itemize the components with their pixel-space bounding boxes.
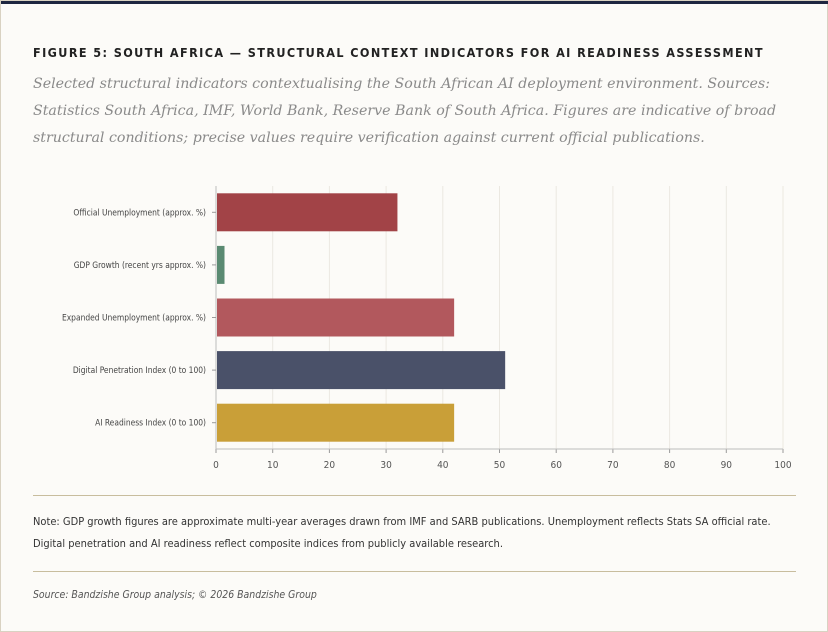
x-tick-label: 0 xyxy=(213,460,219,471)
bar xyxy=(217,298,455,337)
top-accent-bar xyxy=(1,1,828,4)
bar xyxy=(217,193,398,232)
x-tick-label: 20 xyxy=(324,460,336,471)
note-divider-top xyxy=(33,495,796,496)
x-tick-label: 90 xyxy=(721,460,733,471)
x-tick-label: 70 xyxy=(607,460,619,471)
bar xyxy=(217,351,506,390)
category-label: AI Readiness Index (0 to 100) xyxy=(95,418,206,428)
figure-subtitle: Selected structural indicators contextua… xyxy=(33,76,777,146)
x-tick-label: 10 xyxy=(267,460,279,471)
figure-title: FIGURE 5: SOUTH AFRICA — STRUCTURAL CONT… xyxy=(33,45,764,60)
bar-chart: 0 10 20 30 40 50 60 70 80 90 100 Official Unemploym… xyxy=(62,186,792,471)
figure-note: Note: GDP growth figures are approximate… xyxy=(33,515,771,550)
chart-bars xyxy=(217,193,506,442)
x-tick-label: 100 xyxy=(774,460,791,471)
category-label: Official Unemployment (approx. %) xyxy=(73,207,206,217)
chart-labels: 0 10 20 30 40 50 60 70 80 90 100 Official Unemploym… xyxy=(62,207,792,471)
note-divider-bottom xyxy=(33,571,796,572)
category-label: Digital Penetration Index (0 to 100) xyxy=(73,365,206,375)
x-tick-label: 60 xyxy=(550,460,562,471)
category-label: Expanded Unemployment (approx. %) xyxy=(62,313,206,323)
x-tick-label: 30 xyxy=(380,460,392,471)
chart-axes xyxy=(212,186,784,453)
x-tick-label: 80 xyxy=(664,460,676,471)
bar xyxy=(217,245,225,284)
x-tick-label: 40 xyxy=(437,460,449,471)
bar xyxy=(217,403,455,442)
x-tick-label: 50 xyxy=(494,460,506,471)
category-label: GDP Growth (recent yrs approx. %) xyxy=(74,260,206,270)
figure-source: Source: Bandzishe Group analysis; © 2026… xyxy=(33,589,317,601)
